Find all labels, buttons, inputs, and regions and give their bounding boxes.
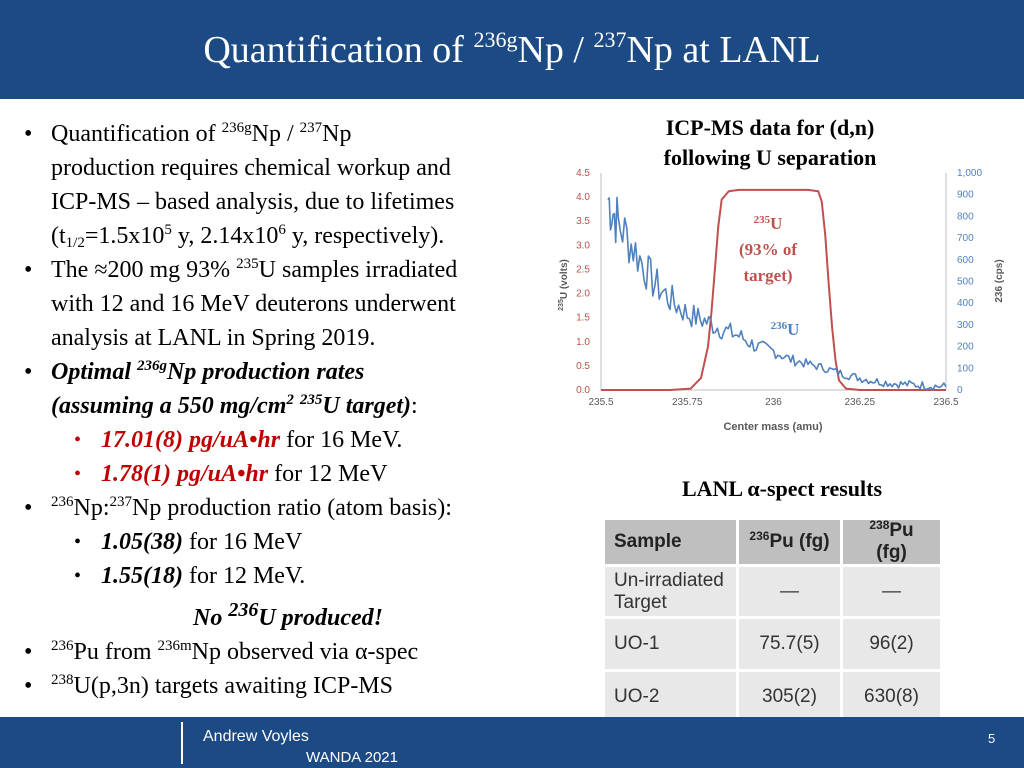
u236-annotation: 236U bbox=[771, 320, 800, 339]
footer-divider bbox=[181, 722, 183, 764]
x-tick-label: 235.5 bbox=[588, 397, 613, 408]
cell-pu238: — bbox=[840, 564, 943, 619]
y-left-tick-label: 4.0 bbox=[576, 192, 590, 203]
bullet-dot: • bbox=[24, 257, 33, 283]
svg-text:(93% of: (93% of bbox=[739, 240, 797, 259]
x-tick-label: 235.75 bbox=[672, 397, 703, 408]
bullet-pu236: • 236Pu from 236mNp observed via α-spec bbox=[18, 635, 558, 669]
bullet-dot: • bbox=[74, 429, 82, 451]
y-left-tick-label: 1.0 bbox=[576, 337, 590, 348]
x-tick-label: 236.5 bbox=[933, 397, 958, 408]
no-u236-note: No 236U produced! bbox=[192, 599, 383, 631]
alpha-spect-table: Sample 236Pu (fg) 238Pu (fg) Un-irradiat… bbox=[602, 517, 943, 725]
u236-series-line bbox=[607, 196, 947, 391]
y-right-tick-label: 900 bbox=[957, 190, 974, 201]
svg-text:236U: 236U bbox=[771, 320, 800, 339]
bullet-dot: • bbox=[24, 673, 33, 699]
chart-caption: ICP-MS data for (d,n) following U separa… bbox=[663, 115, 877, 170]
rate-16mev: • 17.01(8) pg/uA•hr for 16 MeV. bbox=[18, 423, 558, 457]
header-sample: Sample bbox=[602, 517, 739, 567]
bullet-dot: • bbox=[24, 359, 33, 385]
y-right-tick-label: 0 bbox=[957, 385, 963, 396]
bullet-dot: • bbox=[74, 565, 82, 587]
y-right-tick-label: 300 bbox=[957, 320, 974, 331]
bullet-quantification: • Quantification of 236gNp / 237Np produ… bbox=[18, 117, 558, 253]
ratio-12mev: • 1.55(18) for 12 MeV. bbox=[18, 559, 558, 593]
bullet-samples: • The ≈200 mg 93% 235U samples irradiate… bbox=[18, 253, 558, 355]
y-left-tick-label: 2.0 bbox=[576, 289, 590, 300]
table-row: UO-2 305(2) 630(8) bbox=[602, 669, 943, 725]
bullet-dot: • bbox=[24, 121, 33, 147]
cell-sample: UO-1 bbox=[602, 616, 739, 672]
page-number: 5 bbox=[988, 731, 996, 746]
y-axis-right-label: 236 (cps) bbox=[994, 259, 1005, 302]
x-tick-label: 236 bbox=[765, 397, 782, 408]
y-left-tick-label: 2.5 bbox=[576, 264, 590, 275]
footer-bar bbox=[0, 717, 1024, 768]
y-left-tick-label: 3.5 bbox=[576, 216, 590, 227]
bullet-list: • Quantification of 236gNp / 237Np produ… bbox=[18, 117, 558, 703]
conference-name: WANDA 2021 bbox=[306, 749, 398, 766]
u235-annotation: 235U (93% of target) bbox=[739, 214, 797, 285]
y-right-tick-label: 600 bbox=[957, 255, 974, 266]
y-right-tick-label: 700 bbox=[957, 233, 974, 244]
cell-pu236: — bbox=[736, 564, 843, 619]
cell-sample: UO-2 bbox=[602, 669, 739, 725]
bullet-dot: • bbox=[74, 463, 82, 485]
y-left-tick-label: 0.5 bbox=[576, 361, 590, 372]
bullet-dot: • bbox=[24, 639, 33, 665]
table-header-row: Sample 236Pu (fg) 238Pu (fg) bbox=[602, 517, 943, 567]
ratio-16mev: • 1.05(38) for 16 MeV bbox=[18, 525, 558, 559]
y-right-tick-label: 100 bbox=[957, 363, 974, 374]
table-caption: LANL α-spect results bbox=[681, 476, 883, 501]
y-right-tick-label: 500 bbox=[957, 277, 974, 288]
cell-pu238: 96(2) bbox=[840, 616, 943, 672]
rate-12mev: • 1.78(1) pg/uA•hr for 12 MeV bbox=[18, 457, 558, 491]
cell-pu236: 305(2) bbox=[736, 669, 843, 725]
header-pu238: 238Pu (fg) bbox=[840, 517, 943, 567]
icpms-chart: 235.5 235.75 236 236.25 236.5 0.0 0.5 1.0 1.5 2.0… bbox=[558, 168, 1005, 433]
y-left-tick-label: 0.0 bbox=[576, 385, 590, 396]
y-left-tick-label: 4.5 bbox=[576, 168, 590, 179]
y-left-tick-label: 3.0 bbox=[576, 240, 590, 251]
cell-pu236: 75.7(5) bbox=[736, 616, 843, 672]
table-row: UO-1 75.7(5) 96(2) bbox=[602, 616, 943, 672]
bullet-production-rates: • Optimal 236gNp production rates (assum… bbox=[18, 355, 558, 423]
author-name: Andrew Voyles bbox=[203, 728, 309, 745]
bullet-u238-targets: • 238U(p,3n) targets awaiting ICP-MS bbox=[18, 669, 558, 703]
cell-pu238: 630(8) bbox=[840, 669, 943, 725]
y-right-tick-label: 200 bbox=[957, 342, 974, 353]
cell-sample: Un-irradiated Target bbox=[602, 564, 739, 619]
y-axis-left-label: 235U (volts) bbox=[558, 259, 570, 311]
x-axis-label: Center mass (amu) bbox=[723, 421, 822, 433]
bullet-dot: • bbox=[24, 495, 33, 521]
y-right-tick-label: 400 bbox=[957, 298, 974, 309]
y-right-tick-label: 1,000 bbox=[957, 168, 982, 179]
slide-title: Quantification of 236gNp / 237Np at LANL bbox=[203, 27, 821, 72]
title-bar bbox=[0, 0, 1024, 99]
svg-text:target): target) bbox=[743, 266, 792, 285]
bullet-dot: • bbox=[74, 531, 82, 553]
svg-text:235U: 235U bbox=[754, 214, 783, 233]
table-row: Un-irradiated Target — — bbox=[602, 564, 943, 619]
y-right-tick-label: 800 bbox=[957, 211, 974, 222]
x-tick-label: 236.25 bbox=[844, 397, 875, 408]
bullet-production-ratio: • 236Np:237Np production ratio (atom bas… bbox=[18, 491, 558, 525]
y-left-tick-label: 1.5 bbox=[576, 313, 590, 324]
header-pu236: 236Pu (fg) bbox=[736, 517, 843, 567]
u235-series-line bbox=[601, 188, 946, 391]
